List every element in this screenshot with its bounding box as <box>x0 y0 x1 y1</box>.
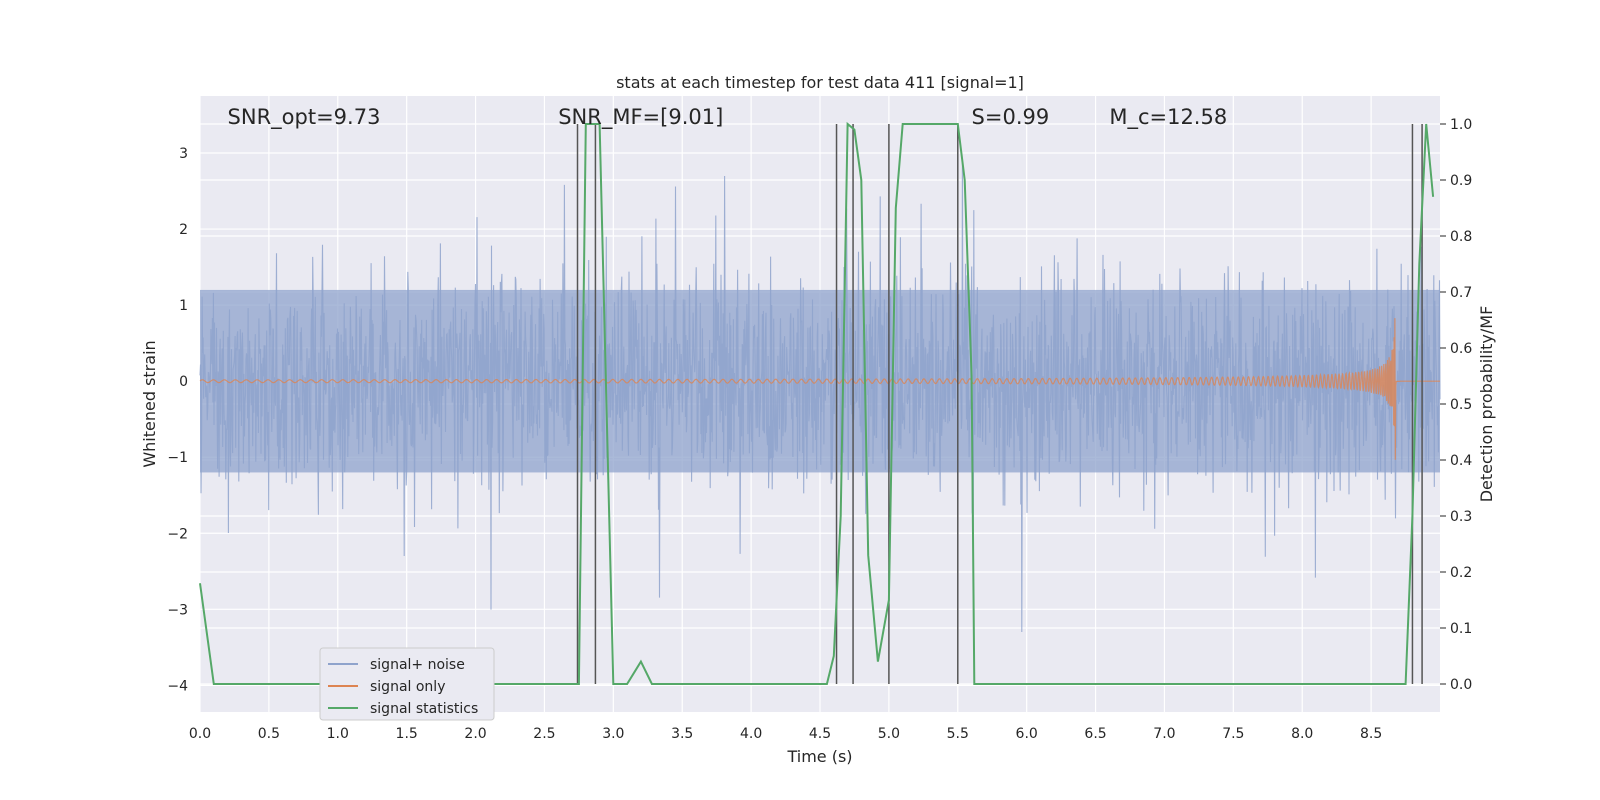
chirp-line <box>199 318 1440 460</box>
series-signal-statistics <box>199 121 1435 685</box>
x-tick-label-6: 3.0 <box>602 726 624 742</box>
y-left-tick-label-4: −1 <box>167 450 188 466</box>
x-tick-label-15: 7.5 <box>1222 726 1244 742</box>
y-right-tick-label-4: 0.6 <box>1450 341 1472 357</box>
legend-label-stats: signal statistics <box>370 701 478 717</box>
annotations: SNR_opt=9.73 SNR_MF=[9.01] S=0.99 M_c=12.58 <box>228 105 1228 130</box>
y-right-ticks: 1.0 0.9 0.8 0.7 0.6 0.5 0.4 0.3 0.2 0.1 0.0 <box>1440 117 1472 693</box>
annotation-2: S=0.99 <box>972 105 1050 129</box>
y-right-tick-label-3: 0.7 <box>1450 285 1472 301</box>
y-left-tick-label-5: −2 <box>167 526 188 542</box>
annotation-0: SNR_opt=9.73 <box>228 105 381 130</box>
y-left-tick-label-1: 2 <box>179 222 188 238</box>
y-right-tick-label-9: 0.1 <box>1450 621 1472 637</box>
x-tick-label-1: 0.5 <box>258 726 280 742</box>
x-tick-label-14: 7.0 <box>1153 726 1175 742</box>
y-right-tick-label-0: 1.0 <box>1450 117 1472 133</box>
x-tick-label-5: 2.5 <box>533 726 555 742</box>
x-tick-label-17: 8.5 <box>1360 726 1382 742</box>
y-right-axis-label: Detection probability/MF <box>1477 306 1496 503</box>
y-right-tick-label-10: 0.0 <box>1450 677 1472 693</box>
x-tick-label-10: 5.0 <box>878 726 900 742</box>
annotation-3: M_c=12.58 <box>1109 105 1227 130</box>
x-tick-label-2: 1.0 <box>327 726 349 742</box>
x-tick-label-16: 8.0 <box>1291 726 1313 742</box>
x-tick-label-7: 3.5 <box>671 726 693 742</box>
x-ticks: 0.0 0.5 1.0 1.5 2.0 2.5 3.0 3.5 4.0 4.5 5.0 5.5 6.0 6… <box>189 726 1382 742</box>
y-right-tick-label-2: 0.8 <box>1450 229 1472 245</box>
y-left-tick-label-3: 0 <box>179 374 188 390</box>
stats-line <box>199 121 1435 685</box>
y-right-tick-label-5: 0.5 <box>1450 397 1472 413</box>
x-tick-label-3: 1.5 <box>396 726 418 742</box>
y-right-tick-label-7: 0.3 <box>1450 509 1472 525</box>
x-tick-label-13: 6.5 <box>1084 726 1106 742</box>
legend-box <box>319 647 495 721</box>
x-tick-label-8: 4.0 <box>740 726 762 742</box>
series-signal-only <box>199 318 1440 460</box>
x-tick-label-4: 2.0 <box>464 726 486 742</box>
y-left-tick-label-0: 3 <box>179 146 188 162</box>
annotation-1: SNR_MF=[9.01] <box>558 105 723 130</box>
x-tick-label-12: 6.0 <box>1016 726 1038 742</box>
x-axis-label: Time (s) <box>786 747 852 766</box>
y-left-tick-label-6: −3 <box>167 602 188 618</box>
y-right-tick-label-6: 0.4 <box>1450 453 1472 469</box>
legend-label-signal: signal only <box>370 679 445 695</box>
x-tick-label-0: 0.0 <box>189 726 211 742</box>
y-left-tick-label-7: −4 <box>167 678 188 694</box>
y-right-tick-label-1: 0.9 <box>1450 173 1472 189</box>
y-left-axis-label: Whitened strain <box>140 340 159 467</box>
legend-label-noise: signal+ noise <box>370 657 465 673</box>
x-tick-label-11: 5.5 <box>947 726 969 742</box>
y-left-ticks: 3 2 1 0 −1 −2 −3 −4 <box>167 146 188 694</box>
y-left-tick-label-2: 1 <box>179 298 188 314</box>
y-right-tick-label-8: 0.2 <box>1450 565 1472 581</box>
legend: signal+ noise signal only signal statist… <box>319 647 495 721</box>
x-tick-label-9: 4.5 <box>809 726 831 742</box>
chart-title: stats at each timestep for test data 411… <box>616 73 1024 92</box>
